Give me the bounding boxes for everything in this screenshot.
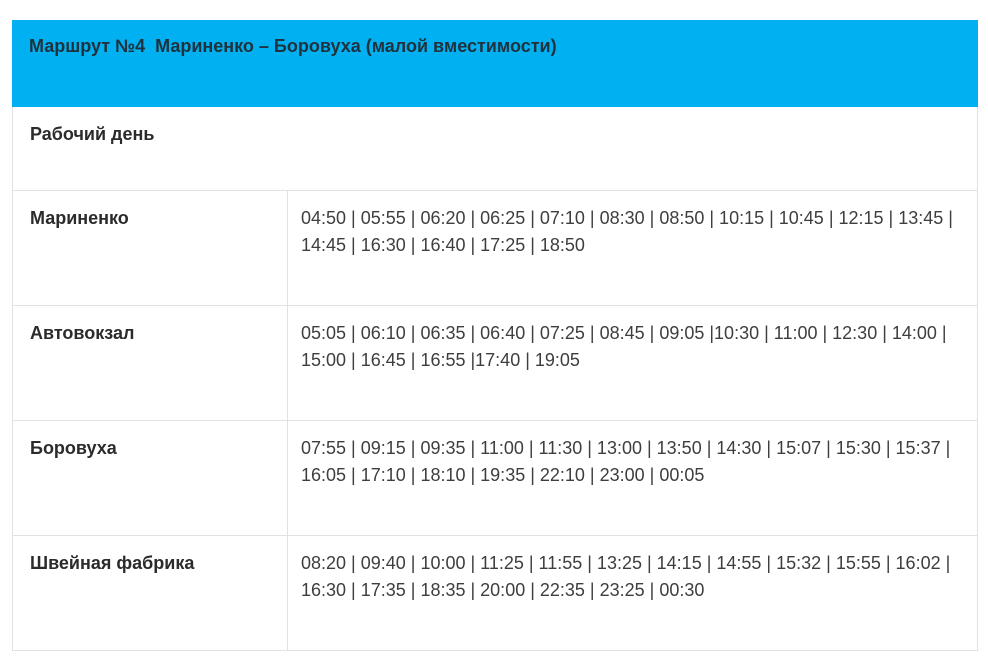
table-row: Мариненко 04:50 | 05:55 | 06:20 | 06:25 … bbox=[13, 190, 977, 305]
route-title: Маршрут №4 Мариненко – Боровуха (малой в… bbox=[29, 36, 557, 56]
times-cell: 04:50 | 05:55 | 06:20 | 06:25 | 07:10 | … bbox=[301, 208, 958, 255]
stop-name: Мариненко bbox=[13, 191, 288, 305]
day-type-label: Рабочий день bbox=[30, 124, 155, 144]
times-cell: 05:05 | 06:10 | 06:35 | 06:40 | 07:25 | … bbox=[301, 323, 952, 370]
times-cell: 07:55 | 09:15 | 09:35 | 11:00 | 11:30 | … bbox=[301, 438, 956, 485]
stop-name: Боровуха bbox=[13, 421, 288, 535]
route-header-bar: Маршрут №4 Мариненко – Боровуха (малой в… bbox=[12, 20, 978, 107]
route-schedule-table: Маршрут №4 Мариненко – Боровуха (малой в… bbox=[12, 20, 978, 651]
day-type-row: Рабочий день bbox=[13, 107, 977, 190]
table-row: Автовокзал 05:05 | 06:10 | 06:35 | 06:40… bbox=[13, 305, 977, 420]
times-cell: 08:20 | 09:40 | 10:00 | 11:25 | 11:55 | … bbox=[301, 553, 956, 600]
table-row: Боровуха 07:55 | 09:15 | 09:35 | 11:00 |… bbox=[13, 420, 977, 535]
stop-name: Автовокзал bbox=[13, 306, 288, 420]
table-row: Швейная фабрика 08:20 | 09:40 | 10:00 | … bbox=[13, 535, 977, 650]
stop-name: Швейная фабрика bbox=[13, 536, 288, 650]
